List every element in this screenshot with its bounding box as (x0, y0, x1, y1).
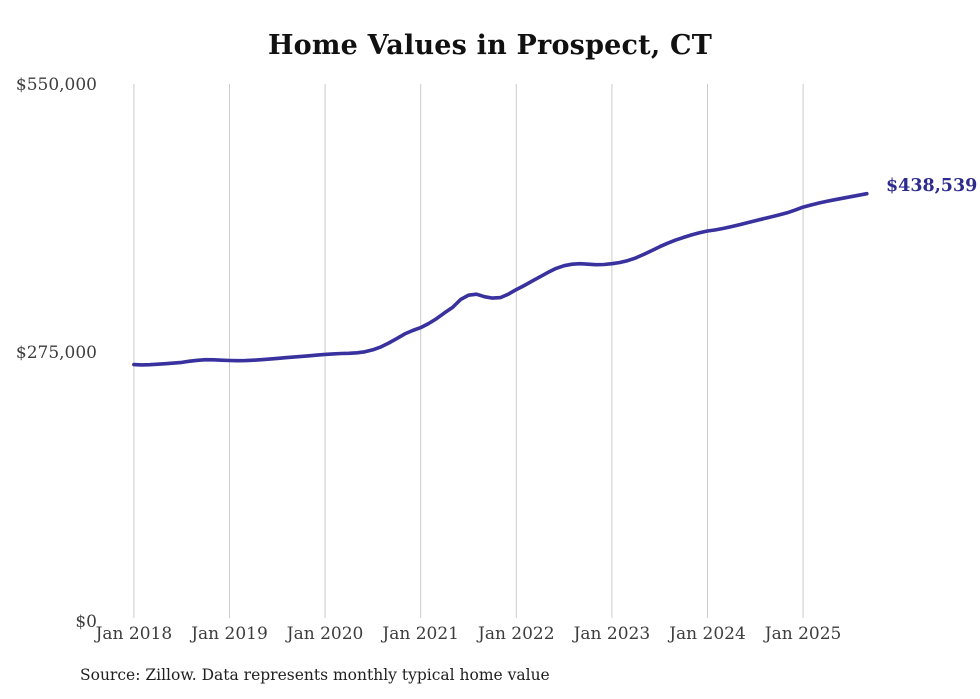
x-axis-label: Jan 2024 (669, 624, 746, 644)
y-axis-label: $0 (75, 611, 97, 632)
x-axis-label: Jan 2020 (286, 624, 364, 644)
home-value-line (132, 191, 869, 367)
y-axis-label: $275,000 (15, 343, 97, 364)
x-axis-label: Jan 2018 (95, 624, 173, 644)
y-axis-label: $550,000 (15, 75, 97, 95)
x-axis-label: Jan 2021 (382, 624, 459, 644)
source-note: Source: Zillow. Data represents monthly … (80, 666, 550, 684)
chart-title: Home Values in Prospect, CT (267, 30, 713, 61)
x-axis-label: Jan 2025 (764, 624, 842, 644)
x-axis-label: Jan 2023 (573, 624, 651, 644)
x-axis-label: Jan 2019 (191, 624, 268, 644)
x-axis-label: Jan 2022 (478, 624, 555, 644)
latest-value-label: $438,539 (886, 176, 978, 196)
